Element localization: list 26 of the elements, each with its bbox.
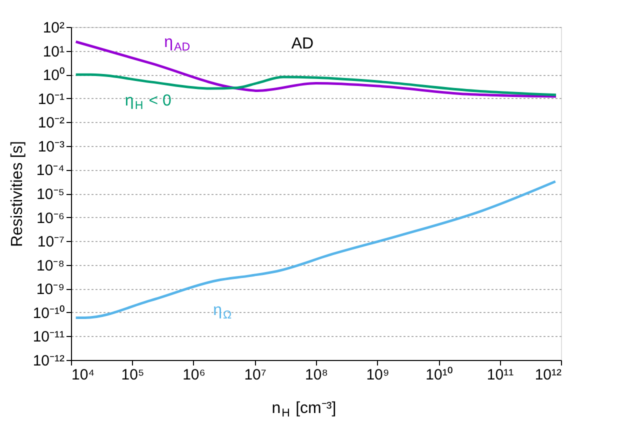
y-tick-label: 10⁻⁹ — [36, 281, 64, 298]
x-tick-label: 10¹¹ — [486, 366, 514, 384]
x-tick-label: 10⁵ — [121, 366, 144, 384]
text: AD — [291, 36, 314, 53]
x-tick-label: 10⁹ — [366, 366, 390, 384]
x-tick-label: 10⁷ — [244, 366, 266, 384]
y-tick-label: 10⁻¹² — [32, 352, 64, 370]
y-tick-label: 10⁻¹¹ — [32, 328, 64, 346]
y-tick-label: 10⁻⁸ — [36, 257, 64, 274]
y-tick-label: 10¹ — [42, 43, 64, 60]
y-tick-label: 10⁻¹ — [38, 90, 64, 108]
y-axis-title: Resistivities [s] — [8, 141, 26, 247]
x-tick-label: 10⁴ — [72, 366, 95, 384]
y-tick-label: 10⁻⁵ — [36, 186, 64, 203]
y-tick-label: 10² — [42, 20, 64, 36]
y-tick-label: 10⁰ — [42, 67, 64, 84]
y-tick-label: 10⁻⁷ — [37, 234, 64, 251]
y-tick-label: 10⁻⁴ — [36, 162, 64, 180]
x-tick-label: 10¹² — [534, 366, 562, 384]
y-tick-label: 10⁻² — [38, 114, 64, 132]
x-tick-label: 10¹⁰ — [426, 366, 452, 384]
y-tick-label: 10⁻³ — [38, 138, 64, 156]
y-tick-label: 10⁻⁶ — [36, 210, 64, 227]
x-tick-label: 10⁸ — [304, 366, 328, 384]
x-tick-label: 10⁶ — [182, 366, 206, 384]
y-tick-label: 10⁻¹⁰ — [32, 304, 64, 322]
